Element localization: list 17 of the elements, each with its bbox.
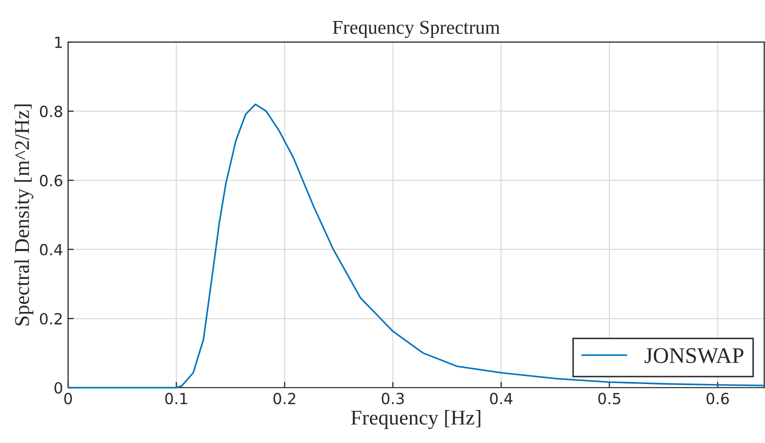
x-tick-label: 0 (64, 392, 72, 404)
x-tick-label: 0.5 (598, 392, 620, 404)
x-tick-label: 0.3 (382, 392, 404, 404)
chart-title: Frequency Sprectrum (332, 20, 500, 38)
y-tick-label: 0.6 (40, 174, 62, 186)
y-tick-label: 1 (55, 36, 62, 48)
x-tick-label: 0.2 (273, 392, 296, 404)
y-tick-label: 0.2 (40, 312, 62, 325)
y-tick-label: 0.4 (40, 244, 62, 256)
x-tick-label: 0.6 (706, 392, 729, 404)
y-tick-label: 0.8 (40, 106, 62, 118)
x-axis-title: Frequency [Hz] (351, 410, 480, 429)
legend-label: JONSWAP (644, 348, 744, 364)
y-tick-label: 0 (54, 382, 62, 394)
x-tick-label: 0.4 (490, 392, 512, 404)
y-axis-title: Spectral Density [m^2/Hz] (14, 104, 34, 326)
x-tick-label: 0.1 (165, 392, 188, 404)
